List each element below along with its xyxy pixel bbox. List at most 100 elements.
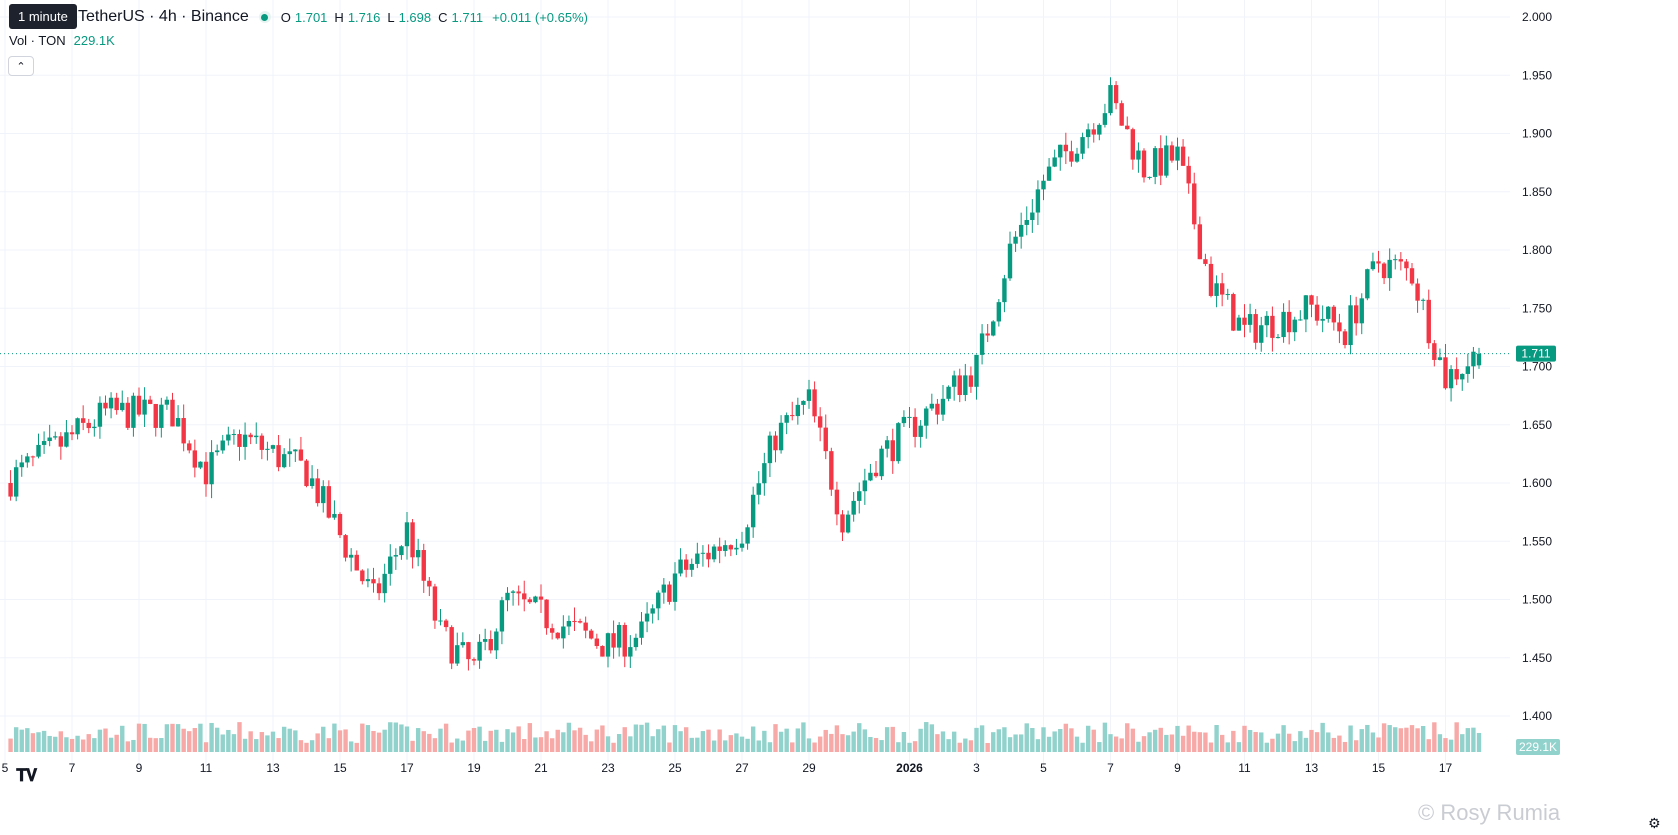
candle-body[interactable] — [1309, 295, 1314, 305]
candle-body[interactable] — [147, 399, 153, 404]
candle-body[interactable] — [1326, 306, 1331, 319]
candle-body[interactable] — [471, 659, 477, 661]
candle-body[interactable] — [220, 440, 225, 451]
candle-body[interactable] — [577, 621, 583, 623]
candle-body[interactable] — [47, 437, 52, 442]
candle-body[interactable] — [142, 399, 147, 415]
candle-body[interactable] — [19, 462, 24, 468]
candle-body[interactable] — [600, 646, 605, 657]
candle-body[interactable] — [348, 554, 354, 558]
candle-body[interactable] — [114, 397, 119, 411]
candle-body[interactable] — [756, 483, 761, 495]
candle-body[interactable] — [404, 522, 410, 547]
candle-body[interactable] — [1281, 311, 1286, 338]
candle-body[interactable] — [281, 454, 287, 468]
candle-body[interactable] — [1264, 315, 1270, 326]
candle-body[interactable] — [940, 398, 946, 415]
candle-body[interactable] — [53, 436, 58, 438]
candle-body[interactable] — [890, 440, 895, 462]
candle-body[interactable] — [1415, 283, 1420, 301]
candle-body[interactable] — [1236, 317, 1242, 331]
candle-body[interactable] — [857, 491, 862, 501]
candle-body[interactable] — [30, 456, 36, 458]
candle-body[interactable] — [1108, 85, 1113, 114]
candle-body[interactable] — [678, 559, 683, 574]
candle-body[interactable] — [963, 375, 968, 396]
candle-body[interactable] — [1393, 259, 1398, 261]
candle-body[interactable] — [1398, 259, 1404, 262]
candle-body[interactable] — [153, 403, 158, 428]
candle-body[interactable] — [276, 445, 281, 468]
candle-body[interactable] — [1437, 357, 1443, 360]
candle-body[interactable] — [432, 586, 438, 621]
candle-body[interactable] — [1175, 146, 1180, 161]
candle-body[interactable] — [1058, 144, 1063, 158]
candle-body[interactable] — [265, 448, 270, 450]
candle-body[interactable] — [812, 389, 817, 417]
candle-body[interactable] — [868, 472, 873, 481]
candle-body[interactable] — [862, 480, 868, 492]
candle-body[interactable] — [829, 451, 834, 490]
candle-body[interactable] — [1242, 317, 1247, 325]
candle-body[interactable] — [131, 395, 136, 428]
candle-body[interactable] — [572, 620, 577, 622]
candle-body[interactable] — [605, 633, 611, 657]
candle-body[interactable] — [1035, 189, 1041, 213]
candle-body[interactable] — [711, 546, 717, 560]
candle-body[interactable] — [298, 449, 304, 461]
candle-body[interactable] — [1253, 314, 1258, 343]
candle-body[interactable] — [661, 584, 667, 593]
candle-body[interactable] — [125, 402, 131, 428]
candle-body[interactable] — [1331, 306, 1337, 323]
candle-body[interactable] — [488, 639, 493, 651]
candle-body[interactable] — [566, 620, 572, 627]
candle-body[interactable] — [896, 423, 901, 462]
candle-body[interactable] — [365, 579, 371, 582]
candle-body[interactable] — [1359, 298, 1364, 324]
candle-body[interactable] — [650, 608, 655, 614]
candle-body[interactable] — [499, 600, 505, 632]
candle-body[interactable] — [996, 302, 1002, 322]
candle-body[interactable] — [1432, 343, 1437, 360]
candle-body[interactable] — [170, 399, 175, 427]
candle-body[interactable] — [1091, 129, 1096, 135]
candle-body[interactable] — [879, 448, 884, 477]
candle-body[interactable] — [1180, 146, 1186, 166]
candle-body[interactable] — [1002, 278, 1007, 303]
candle-body[interactable] — [175, 418, 181, 427]
candle-body[interactable] — [192, 450, 198, 468]
candle-body[interactable] — [270, 445, 276, 449]
candle-body[interactable] — [1426, 299, 1431, 344]
candle-body[interactable] — [393, 555, 399, 557]
candle-body[interactable] — [1164, 145, 1169, 176]
candle-body[interactable] — [527, 599, 533, 603]
candle-body[interactable] — [734, 547, 739, 550]
candle-body[interactable] — [806, 389, 812, 401]
candle-body[interactable] — [549, 628, 555, 633]
candle-body[interactable] — [1147, 176, 1152, 178]
candle-body[interactable] — [985, 333, 990, 336]
candle-body[interactable] — [778, 422, 784, 451]
candle-body[interactable] — [505, 592, 510, 601]
candle-body[interactable] — [1203, 259, 1208, 264]
candle-body[interactable] — [181, 418, 186, 444]
candle-body[interactable] — [611, 633, 616, 648]
candle-body[interactable] — [589, 630, 594, 639]
candle-body[interactable] — [974, 354, 979, 387]
candle-body[interactable] — [164, 399, 170, 405]
candle-body[interactable] — [801, 400, 806, 405]
candle-body[interactable] — [1018, 224, 1024, 237]
candle-body[interactable] — [494, 631, 499, 651]
candle-body[interactable] — [209, 452, 214, 485]
candle-body[interactable] — [1186, 165, 1191, 184]
candle-body[interactable] — [1298, 319, 1303, 321]
candle-body[interactable] — [371, 579, 376, 584]
candle-body[interactable] — [1365, 269, 1370, 299]
candle-body[interactable] — [443, 620, 449, 628]
gear-icon[interactable]: ⚙ — [1648, 815, 1661, 831]
candle-body[interactable] — [1247, 314, 1253, 325]
candle-body[interactable] — [946, 386, 951, 399]
candle-body[interactable] — [108, 397, 114, 409]
candle-body[interactable] — [455, 645, 460, 664]
